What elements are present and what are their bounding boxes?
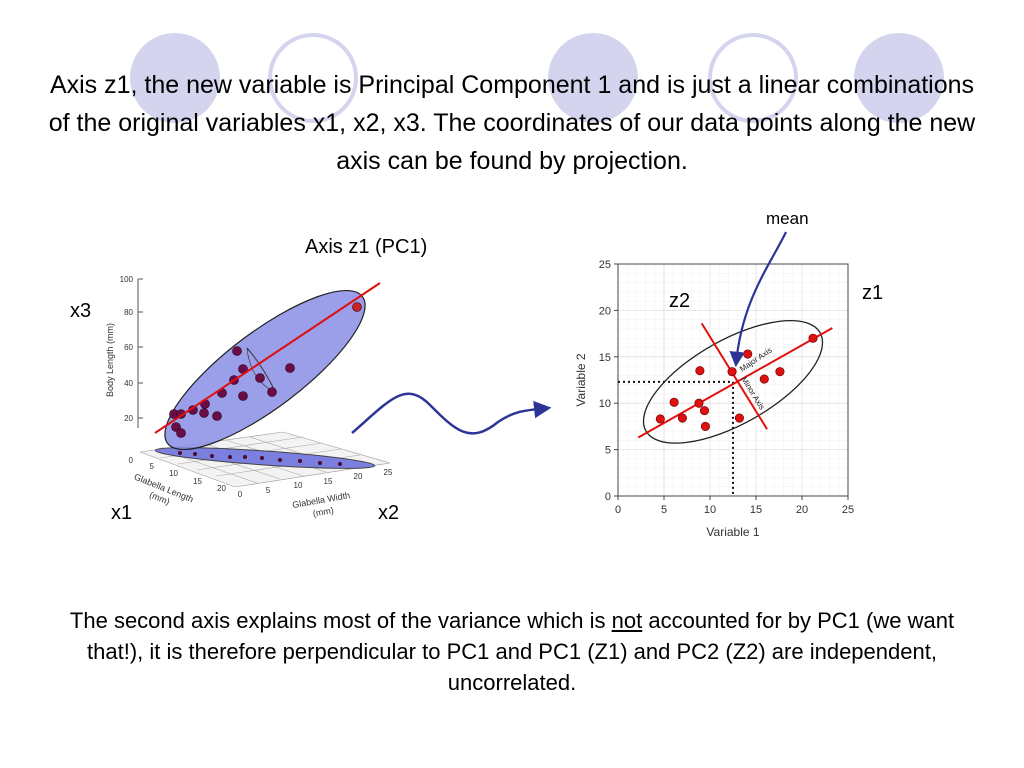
data-point <box>727 367 737 377</box>
data-point <box>700 421 710 431</box>
y-tick-label: 10 <box>599 398 611 410</box>
x-tick-label: 5 <box>661 504 667 516</box>
body-length-label: Body Length (mm) <box>105 323 115 397</box>
y-tick-label: 25 <box>599 259 611 271</box>
decor-circle-1 <box>130 33 220 123</box>
data-ellipse <box>642 319 824 444</box>
glabella-width-tick: 25 <box>384 468 393 477</box>
chart-grid <box>617 263 849 497</box>
x-tick-label: 0 <box>615 504 621 516</box>
caption-text-before: The second axis explains most of the var… <box>69 608 612 633</box>
z2-label: z2 <box>669 290 691 312</box>
decor-circle-2 <box>268 33 358 123</box>
major-axis-line <box>637 327 833 439</box>
glabella-width-tick: 5 <box>266 486 271 495</box>
glabella-length-tick: 15 <box>193 477 202 486</box>
x-tick-label: 20 <box>796 504 808 516</box>
transition-arrow <box>351 392 552 435</box>
ellipsoid-points <box>169 302 362 438</box>
y-axis-label: Variable 2 <box>574 353 588 406</box>
data-point <box>699 406 710 416</box>
mean-projection-lines <box>618 380 734 496</box>
pc1-axis-line <box>154 282 381 434</box>
slide-title: Axis z1, the new variable is Principal C… <box>48 71 976 175</box>
data-point <box>669 397 679 407</box>
minor-axis-line <box>700 322 768 430</box>
z1-label: z1 <box>862 282 884 304</box>
floor-points <box>178 451 342 466</box>
mean-arrow <box>729 231 787 368</box>
data-point <box>775 367 785 377</box>
caption-underlined-word: not <box>611 608 643 633</box>
data-point <box>808 333 818 343</box>
axis-z1-heading: Axis z1 (PC1) <box>305 236 428 258</box>
mean-label: mean <box>766 209 809 228</box>
glabella-length-tick: 5 <box>150 462 155 471</box>
glabella-width-tick: 10 <box>294 481 303 490</box>
pc-ellipsoid <box>164 289 366 451</box>
x2-label: x2 <box>378 502 400 524</box>
y-tick-label: 20 <box>124 414 133 423</box>
data-point <box>695 366 705 376</box>
y-tick-label: 60 <box>124 343 133 352</box>
decor-circle-4 <box>708 33 798 123</box>
body-length-ticks <box>138 278 143 419</box>
pca-scatter-chart: 0 5 10 15 20 25 0 5 10 15 20 25 Variable 1 Variable… <box>574 231 854 539</box>
y-tick-label: 5 <box>605 445 611 457</box>
data-point <box>677 413 687 423</box>
glabella-width-tick: 20 <box>354 472 363 481</box>
slide-caption: The second axis explains most of the var… <box>40 605 984 698</box>
y-tick-label: 80 <box>124 308 133 317</box>
decor-circle-5 <box>854 33 944 123</box>
x1-label: x1 <box>111 502 133 524</box>
left-3d-figure: 20 40 60 80 100 Body Length (mm) <box>105 275 393 519</box>
chart-ticks <box>614 263 849 500</box>
x-tick-label: 15 <box>750 504 762 516</box>
decor-circle-3 <box>548 33 638 123</box>
chart-frame <box>617 263 849 497</box>
glabella-width-label-group: Glabella Width (mm) <box>291 490 350 519</box>
x-tick-label: 10 <box>704 504 716 516</box>
y-tick-label: 40 <box>124 379 133 388</box>
glabella-length-tick: 10 <box>169 469 178 478</box>
x-axis-label: Variable 1 <box>706 525 759 539</box>
y-tick-label: 100 <box>120 275 134 284</box>
chart-tick-labels: 0 5 10 15 20 25 0 5 10 15 20 25 <box>599 259 854 516</box>
x3-label: x3 <box>70 300 92 322</box>
scatter-points <box>655 333 818 431</box>
glabella-length-tick: 20 <box>217 484 226 493</box>
y-tick-label: 20 <box>599 305 611 317</box>
glabella-length-tick: 0 <box>129 456 134 465</box>
y-tick-label: 15 <box>599 352 611 364</box>
data-point <box>734 413 744 423</box>
x-tick-label: 25 <box>842 504 854 516</box>
data-point <box>694 398 704 408</box>
y-tick-label: 0 <box>605 491 611 503</box>
glabella-width-unit: (mm) <box>312 505 334 518</box>
caption-text-after: accounted for by PC1 (we want that!), it… <box>87 608 955 695</box>
glabella-width-tick: 15 <box>324 477 333 486</box>
data-point <box>655 414 665 424</box>
glabella-length-label-group: Glabella Length (mm) <box>133 472 195 507</box>
data-point <box>759 374 769 384</box>
glabella-width-tick: 0 <box>238 490 243 499</box>
